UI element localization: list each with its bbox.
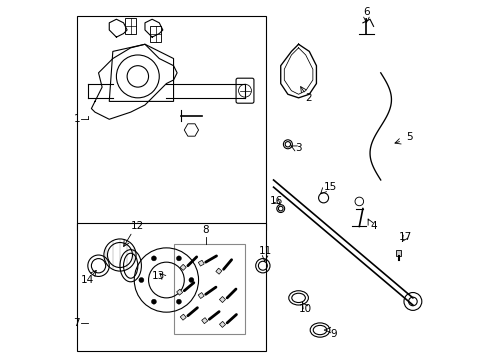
Text: 16: 16 — [270, 197, 283, 206]
Circle shape — [139, 278, 144, 283]
Circle shape — [176, 256, 181, 261]
Text: 3: 3 — [295, 143, 302, 153]
Text: 14: 14 — [81, 275, 94, 285]
Bar — [77, 16, 267, 230]
Bar — [198, 293, 204, 298]
Bar — [125, 18, 136, 35]
Text: 9: 9 — [331, 329, 337, 339]
Circle shape — [151, 299, 156, 304]
Text: 11: 11 — [259, 247, 272, 256]
Bar — [180, 314, 186, 320]
Circle shape — [151, 256, 156, 261]
Text: 17: 17 — [398, 232, 412, 242]
Text: 1: 1 — [74, 114, 80, 124]
Text: 10: 10 — [298, 303, 312, 314]
Text: 4: 4 — [370, 221, 377, 231]
Bar — [220, 297, 225, 302]
Bar — [198, 260, 204, 266]
Text: 6: 6 — [363, 7, 369, 17]
Text: 15: 15 — [323, 182, 337, 192]
Text: 12: 12 — [131, 221, 144, 231]
Bar — [396, 250, 401, 256]
Bar — [202, 318, 208, 324]
Text: 7: 7 — [74, 318, 80, 328]
Bar — [176, 289, 183, 295]
Circle shape — [189, 278, 194, 283]
Text: 5: 5 — [406, 132, 413, 142]
Bar — [173, 244, 245, 334]
Text: 2: 2 — [306, 93, 312, 103]
Bar — [216, 268, 222, 274]
Text: 8: 8 — [202, 225, 209, 235]
Bar — [150, 26, 161, 41]
Bar — [180, 264, 186, 270]
Text: 13: 13 — [152, 271, 165, 282]
Bar — [77, 223, 267, 351]
Bar — [220, 321, 225, 328]
Circle shape — [176, 299, 181, 304]
